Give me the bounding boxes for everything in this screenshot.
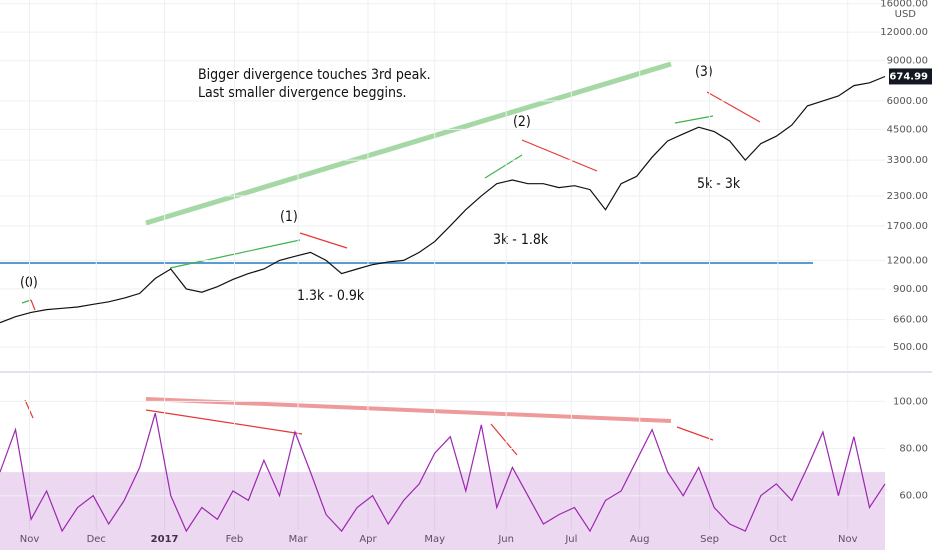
y-tick-label: 16000.00 <box>880 0 928 10</box>
div-line <box>521 139 598 172</box>
y-tick-label: 1200.00 <box>887 255 928 266</box>
x-tick-label: Apr <box>359 534 377 545</box>
rsi-div-line <box>145 409 303 435</box>
y-tick-label: 500.00 <box>893 342 928 353</box>
x-tick-label: Aug <box>630 534 650 545</box>
x-tick-label: Jul <box>564 534 577 545</box>
x-tick-label: Jun <box>497 534 514 545</box>
div-line <box>30 299 36 311</box>
x-tick-label: Dec <box>87 534 106 545</box>
y-tick-label: 3300.00 <box>887 155 928 166</box>
y-tick-label: 100.00 <box>893 396 928 407</box>
y-tick-label: 60.00 <box>899 491 928 502</box>
annotation: Last smaller divergence beggins. <box>198 85 407 101</box>
y-tick-label: 12000.00 <box>880 27 928 38</box>
x-tick-label: Mar <box>289 534 309 545</box>
x-tick-label: May <box>424 534 445 545</box>
x-tick-label: Sep <box>700 534 719 545</box>
x-tick-label: Nov <box>20 534 40 545</box>
price-line <box>0 75 886 324</box>
div-line <box>484 154 523 179</box>
y-tick-label: 660.00 <box>893 315 928 326</box>
pane-separator <box>0 371 932 373</box>
rsi-div-line <box>490 423 518 456</box>
annotation: (3) <box>695 64 713 80</box>
annotation: (1) <box>280 209 298 225</box>
y-tick-label: 6000.00 <box>887 96 928 107</box>
annotation: 3k - 1.8k <box>493 232 549 248</box>
rsi-band <box>0 472 885 550</box>
y-tick-label: 2300.00 <box>887 191 928 202</box>
annotation: (0) <box>20 275 38 291</box>
div-line <box>169 239 301 269</box>
annotation: (2) <box>513 114 531 130</box>
last-price-label: 7674.99 <box>882 71 928 82</box>
last-price-box <box>889 68 932 85</box>
y-tick-label: 4500.00 <box>887 124 928 135</box>
y-tick-label: 900.00 <box>893 284 928 295</box>
annotations: Bigger divergence touches 3rd peak. Last … <box>20 64 741 304</box>
annotation: 5k - 3k <box>697 176 741 192</box>
div-line <box>706 91 761 123</box>
div-line <box>299 232 348 249</box>
x-tick-label: 2017 <box>151 534 179 545</box>
y-tick-label: 1700.00 <box>887 221 928 232</box>
price-line <box>0 412 886 533</box>
annotation: 1.3k - 0.9k <box>297 288 365 304</box>
y-tick-label: 9000.00 <box>887 56 928 67</box>
big-trendline <box>145 61 672 226</box>
x-tick-label: Feb <box>226 534 244 545</box>
y-tick-label: 80.00 <box>899 444 928 455</box>
rsi-big-line <box>145 397 672 423</box>
x-tick-label: Nov <box>838 534 858 545</box>
div-line <box>674 115 714 124</box>
x-tick-label: Oct <box>769 534 786 545</box>
unit-label: USD <box>895 9 917 20</box>
annotation: Bigger divergence touches 3rd peak. <box>198 67 431 83</box>
rsi-div-line <box>676 426 714 441</box>
